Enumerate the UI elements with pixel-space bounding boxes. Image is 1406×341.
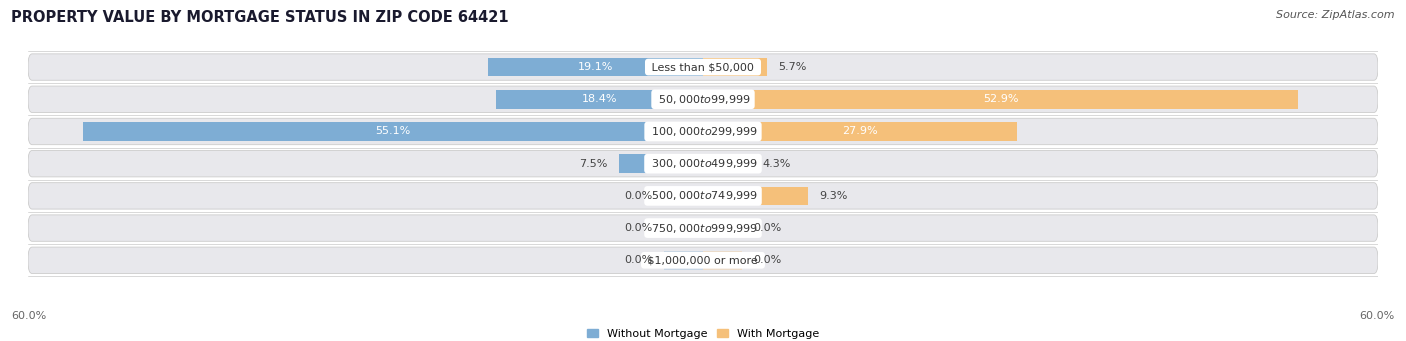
Text: $500,000 to $749,999: $500,000 to $749,999	[648, 189, 758, 203]
Bar	[496, 90, 703, 109]
FancyBboxPatch shape	[28, 183, 1378, 209]
FancyBboxPatch shape	[28, 86, 1378, 113]
Bar	[664, 219, 703, 237]
FancyBboxPatch shape	[28, 118, 1378, 145]
Text: 0.0%: 0.0%	[624, 191, 652, 201]
Text: $1,000,000 or more: $1,000,000 or more	[644, 255, 762, 265]
FancyBboxPatch shape	[28, 215, 1378, 241]
Text: 60.0%: 60.0%	[11, 311, 46, 321]
FancyBboxPatch shape	[28, 247, 1378, 273]
Bar	[703, 154, 751, 173]
Bar	[664, 251, 703, 270]
Text: Less than $50,000: Less than $50,000	[648, 62, 758, 72]
FancyBboxPatch shape	[28, 150, 1378, 177]
Text: 4.3%: 4.3%	[762, 159, 792, 169]
Bar	[703, 58, 768, 76]
Text: $100,000 to $299,999: $100,000 to $299,999	[648, 125, 758, 138]
Bar	[664, 187, 703, 205]
Bar	[703, 122, 1017, 141]
Text: 7.5%: 7.5%	[579, 159, 607, 169]
Bar	[703, 251, 742, 270]
Text: Source: ZipAtlas.com: Source: ZipAtlas.com	[1277, 10, 1395, 20]
Bar	[703, 90, 1298, 109]
Legend: Without Mortgage, With Mortgage: Without Mortgage, With Mortgage	[588, 329, 818, 339]
Text: $300,000 to $499,999: $300,000 to $499,999	[648, 157, 758, 170]
Bar	[488, 58, 703, 76]
Text: 27.9%: 27.9%	[842, 127, 877, 136]
Text: 60.0%: 60.0%	[1360, 311, 1395, 321]
Bar	[83, 122, 703, 141]
Bar	[619, 154, 703, 173]
Text: $50,000 to $99,999: $50,000 to $99,999	[655, 93, 751, 106]
Text: 19.1%: 19.1%	[578, 62, 613, 72]
Text: $750,000 to $999,999: $750,000 to $999,999	[648, 222, 758, 235]
Bar	[703, 187, 807, 205]
Text: PROPERTY VALUE BY MORTGAGE STATUS IN ZIP CODE 64421: PROPERTY VALUE BY MORTGAGE STATUS IN ZIP…	[11, 10, 509, 25]
Text: 0.0%: 0.0%	[624, 255, 652, 265]
Text: 5.7%: 5.7%	[779, 62, 807, 72]
Text: 0.0%: 0.0%	[754, 223, 782, 233]
Text: 0.0%: 0.0%	[624, 223, 652, 233]
FancyBboxPatch shape	[28, 54, 1378, 80]
Text: 0.0%: 0.0%	[754, 255, 782, 265]
Bar	[703, 219, 742, 237]
Text: 52.9%: 52.9%	[983, 94, 1018, 104]
Text: 9.3%: 9.3%	[818, 191, 848, 201]
Text: 18.4%: 18.4%	[582, 94, 617, 104]
Text: 55.1%: 55.1%	[375, 127, 411, 136]
